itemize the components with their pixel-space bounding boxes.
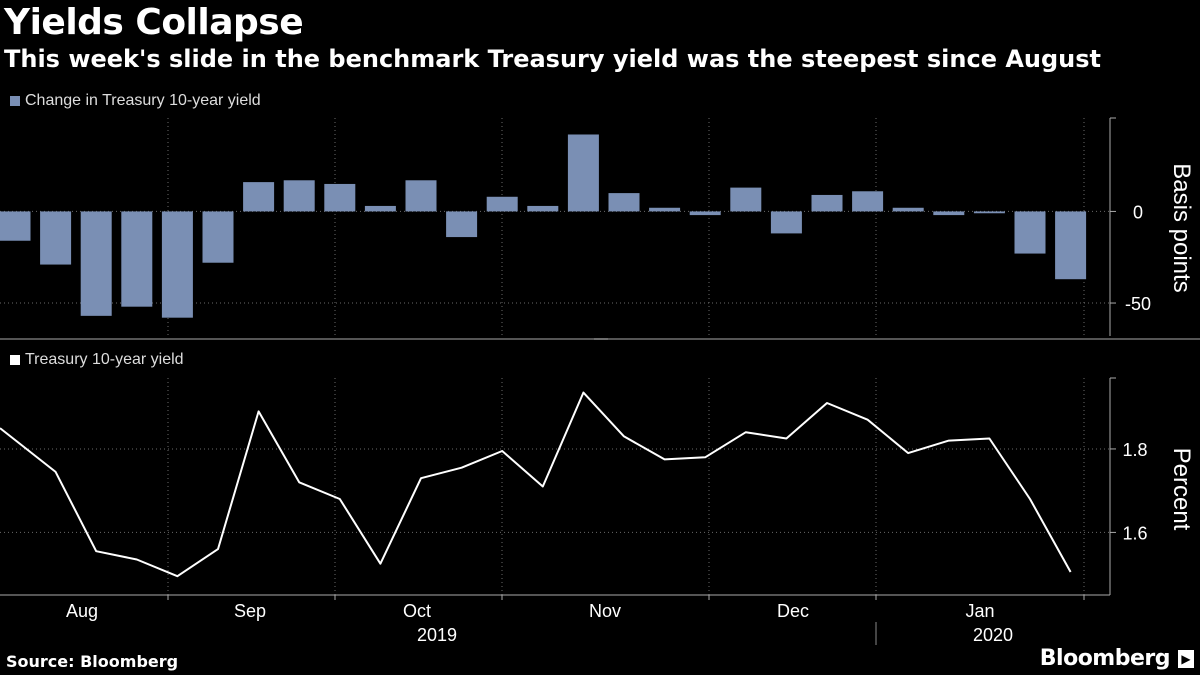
bar (283, 180, 315, 212)
bar (121, 211, 153, 307)
grid-layer (0, 118, 1110, 595)
bottom-y-axis-title: Percent (1168, 448, 1195, 531)
bar (730, 187, 762, 212)
bar-series (0, 134, 1087, 318)
bar (324, 183, 356, 212)
bar (1014, 211, 1046, 254)
line-series (0, 391, 1072, 578)
chart-title: Yields Collapse (4, 2, 304, 43)
bar (608, 193, 640, 212)
bar (486, 196, 518, 212)
x-month-label: Sep (234, 601, 266, 621)
bar (649, 207, 681, 212)
bar (446, 211, 478, 238)
bar-legend-label: Change in Treasury 10-year yield (25, 92, 261, 109)
bar (202, 211, 234, 263)
x-month-label: Aug (66, 601, 98, 621)
bloomberg-logo: Bloomberg (1039, 646, 1171, 671)
bar (689, 211, 721, 216)
bar (527, 205, 559, 212)
source-note: Source: Bloomberg (6, 652, 179, 671)
bar (933, 211, 965, 216)
top-y-tick-label: 0 (1133, 202, 1143, 222)
x-month-label: Jan (965, 601, 994, 621)
bar-legend: Change in Treasury 10-year yield (10, 92, 261, 110)
yield-line (0, 391, 1072, 578)
bar (405, 180, 437, 212)
bar (973, 211, 1005, 214)
x-month-label: Nov (589, 601, 621, 621)
line-legend: Treasury 10-year yield (10, 351, 184, 369)
top-y-tick-label: -50 (1125, 294, 1151, 314)
bar (892, 207, 924, 212)
bloomberg-mark-icon: ▶ (1178, 650, 1194, 668)
bar (161, 211, 193, 318)
bar (80, 211, 112, 316)
bar (811, 194, 843, 212)
bar (770, 211, 802, 234)
x-month-label: Dec (777, 601, 809, 621)
bottom-y-tick-label: 1.6 (1122, 523, 1147, 543)
x-year-label: 2019 (417, 625, 457, 645)
x-month-label: Oct (403, 601, 431, 621)
bar (567, 134, 599, 212)
line-legend-swatch (10, 355, 20, 365)
bar-legend-swatch (10, 96, 20, 106)
bar (40, 211, 72, 265)
bar (364, 205, 396, 212)
top-y-axis-title: Basis points (1168, 163, 1195, 292)
bottom-y-tick-label: 1.8 (1122, 440, 1147, 460)
chart-subtitle: This week's slide in the benchmark Treas… (4, 45, 1102, 73)
bar (0, 211, 31, 241)
bar (243, 182, 275, 212)
x-year-label: 2020 (973, 625, 1013, 645)
bar (1055, 211, 1087, 280)
bar (852, 191, 884, 212)
line-legend-label: Treasury 10-year yield (25, 351, 184, 368)
axis-layer: 0 -50 1.8 1.6 Aug Sep Oct Nov Dec Jan 2019 2020 (0, 117, 1200, 645)
